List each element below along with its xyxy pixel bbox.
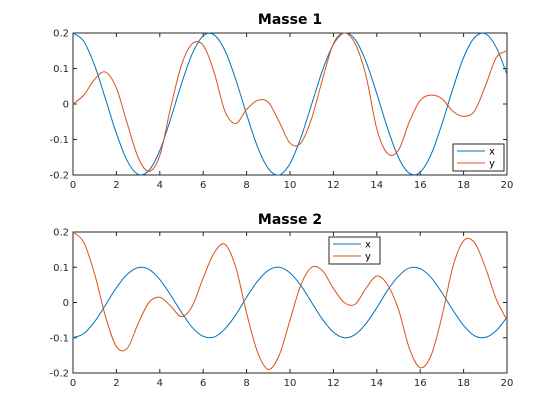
- legend: xy: [328, 236, 381, 265]
- chart-title: Masse 2: [258, 212, 322, 228]
- axes-box: [72, 32, 508, 176]
- series-line-y: [72, 32, 508, 172]
- x-tick-label: 16: [414, 378, 427, 389]
- x-tick-label: 2: [113, 378, 119, 389]
- legend-box: [452, 143, 505, 172]
- series-line-x: [72, 32, 508, 176]
- x-tick-label: 8: [243, 180, 249, 191]
- series-group: [72, 231, 508, 370]
- x-tick-label: 2: [113, 180, 119, 191]
- x-tick-label: 6: [200, 180, 206, 191]
- y-tick-label: -0.1: [49, 135, 69, 146]
- x-tick-label: 16: [414, 180, 427, 191]
- x-tick-label: 4: [157, 180, 163, 191]
- legend-label-y: y: [365, 252, 371, 263]
- y-tick-label: -0.1: [49, 333, 69, 344]
- x-tick-label: 10: [284, 378, 297, 389]
- series-line-y: [72, 231, 508, 370]
- x-tick-label: 18: [457, 180, 470, 191]
- y-tick-label: 0: [63, 100, 69, 111]
- axes-box: [72, 231, 508, 374]
- x-tick-label: 14: [370, 378, 383, 389]
- series-line-x: [72, 266, 508, 339]
- legend: xy: [452, 143, 505, 172]
- x-tick-label: 20: [501, 180, 514, 191]
- x-tick-label: 12: [327, 378, 340, 389]
- tick-group: 0 2 4 6 8 10 12 14 16 18 20 -0.2 -0.1 0 0.1 0.2: [49, 29, 513, 192]
- y-tick-label: 0.2: [53, 29, 69, 40]
- y-tick-label: 0: [63, 298, 69, 309]
- legend-label-x: x: [365, 240, 371, 251]
- x-tick-label: 20: [501, 378, 514, 389]
- tick-group: 0 2 4 6 8 10 12 14 16 18 20 -0.2 -0.1 0 0.1 0.2: [49, 228, 513, 390]
- y-tick-label: -0.2: [49, 171, 69, 182]
- subplot-masse-2: Masse 2 0 2 4 6 8 10 12 14 16 18 20 -0.2 -0.1 0 0.1 0.2…: [49, 212, 513, 389]
- x-tick-label: 0: [70, 378, 76, 389]
- x-tick-label: 4: [157, 378, 163, 389]
- legend-label-y: y: [489, 159, 495, 170]
- x-tick-label: 12: [327, 180, 340, 191]
- series-group: [72, 32, 508, 176]
- x-tick-label: 14: [370, 180, 383, 191]
- y-tick-label: 0.1: [53, 64, 69, 75]
- y-tick-label: -0.2: [49, 369, 69, 380]
- x-tick-label: 10: [284, 180, 297, 191]
- x-tick-label: 18: [457, 378, 470, 389]
- x-tick-label: 6: [200, 378, 206, 389]
- legend-label-x: x: [489, 147, 495, 158]
- y-tick-label: 0.2: [53, 228, 69, 239]
- legend-box: [328, 236, 381, 265]
- chart-title: Masse 1: [258, 12, 322, 28]
- x-tick-label: 0: [70, 180, 76, 191]
- y-tick-label: 0.1: [53, 263, 69, 274]
- subplot-masse-1: Masse 1 0 2 4 6 8 10 12 14 16 18 20 -0.2 -0.1 0 0.1 0.2…: [49, 12, 513, 191]
- x-tick-label: 8: [243, 378, 249, 389]
